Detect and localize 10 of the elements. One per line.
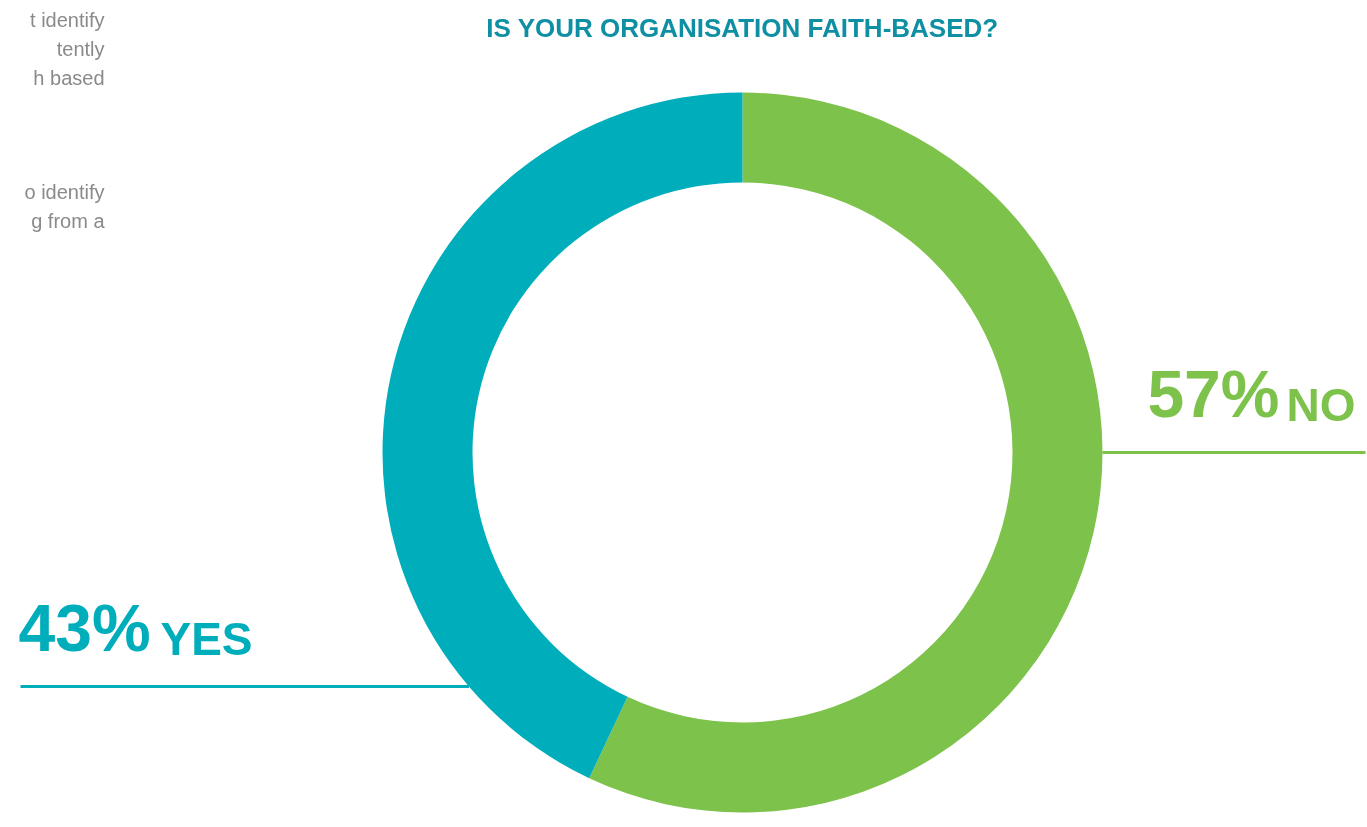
data-label: 43% xyxy=(18,590,151,665)
text: tently xyxy=(56,37,105,60)
data-label: 57% xyxy=(1147,356,1280,431)
slice-label: YES xyxy=(160,612,253,665)
text: h based xyxy=(33,66,105,89)
text: o identify xyxy=(24,180,105,203)
chart-title: IS YOUR ORGANISATION FAITH-BASED? xyxy=(486,12,999,43)
text: g from a xyxy=(31,209,106,232)
text: t identify xyxy=(30,8,105,31)
slice-label: NO xyxy=(1286,378,1356,431)
